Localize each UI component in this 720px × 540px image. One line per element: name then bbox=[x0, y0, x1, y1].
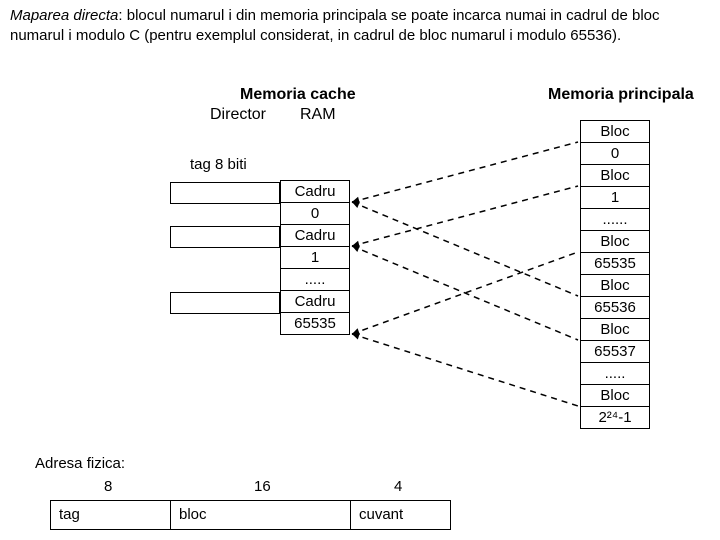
addr-field: tag bbox=[50, 500, 171, 530]
addr-field: bloc bbox=[170, 500, 351, 530]
addr-width-label: 4 bbox=[394, 478, 402, 495]
physical-address-label: Adresa fizica: bbox=[35, 455, 125, 472]
addr-field: cuvant bbox=[350, 500, 451, 530]
addr-width-label: 16 bbox=[254, 478, 271, 495]
addr-width-label: 8 bbox=[104, 478, 112, 495]
